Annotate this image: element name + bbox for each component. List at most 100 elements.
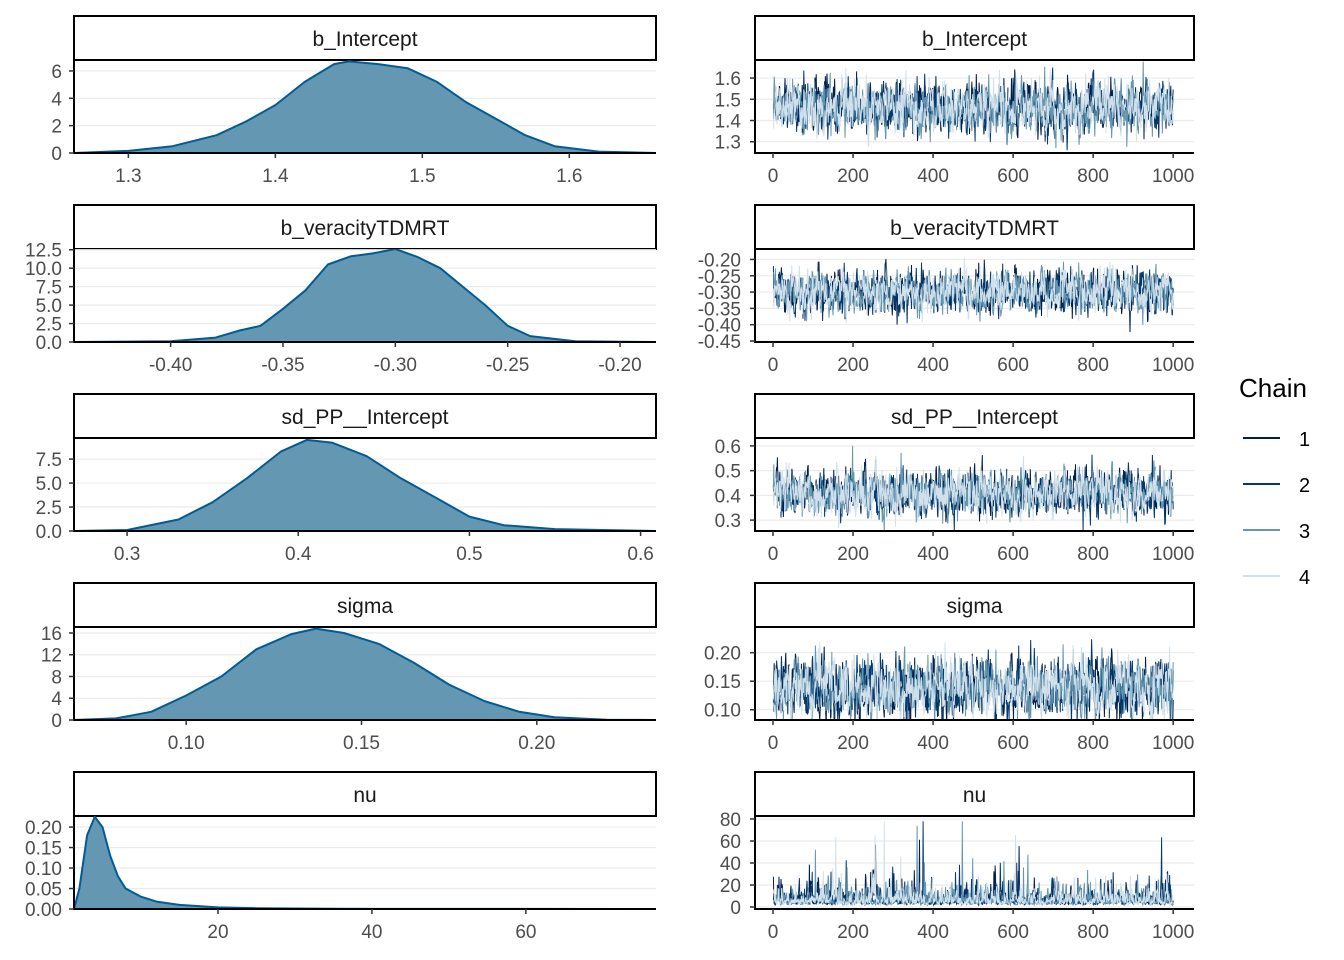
trace-line-chain-4 [772, 821, 1174, 907]
y-tick-label: 10.0 [25, 259, 62, 280]
strip-title: b_Intercept [922, 28, 1027, 51]
x-tick-label: 600 [997, 544, 1029, 565]
x-tick-label: 1000 [1152, 733, 1194, 754]
x-tick-label: 0 [768, 733, 779, 754]
x-tick-label: 200 [837, 544, 869, 565]
density-line [74, 816, 656, 909]
density-area [74, 61, 656, 153]
strip-title: nu [963, 784, 986, 807]
x-tick-label: 800 [1077, 166, 1109, 187]
x-tick-label: 1.4 [262, 166, 289, 187]
x-tick-label: 800 [1077, 922, 1109, 943]
y-tick-label: 5.0 [36, 296, 62, 317]
x-tick-label: 1000 [1152, 544, 1194, 565]
density-line [74, 438, 656, 531]
y-tick-label: 4 [51, 689, 62, 710]
y-tick-label: 20 [720, 876, 741, 897]
x-tick-label: 800 [1077, 544, 1109, 565]
x-tick-label: -0.35 [261, 355, 304, 376]
y-tick-label: 0.10 [25, 859, 62, 880]
strip [73, 393, 657, 439]
x-tick-label: 600 [997, 166, 1029, 187]
x-tick-label: -0.25 [486, 355, 529, 376]
strip-title: sd_PP__Intercept [282, 406, 449, 429]
x-tick-label: 1000 [1152, 166, 1194, 187]
y-tick-label: 40 [720, 854, 741, 875]
x-tick-label: 600 [997, 355, 1029, 376]
density-area [74, 628, 656, 720]
y-tick-label: 16 [41, 624, 62, 645]
density-panel: b_veracityTDMRT -0.40 -0.35 -0.30 -0.25 -0.20… [25, 204, 657, 376]
x-tick-label: 0 [768, 544, 779, 565]
y-tick-label: -0.20 [698, 250, 741, 271]
density-panel: sd_PP__Intercept 0.3 0.4 0.5 0.6 0.0 2.5 5.0 7.5 [36, 393, 657, 565]
y-tick-label: 0.0 [36, 333, 62, 354]
x-tick-label: 1.5 [409, 166, 435, 187]
legend-item-chain-1: 1 [1243, 429, 1310, 451]
strip [754, 582, 1195, 628]
x-tick-label: 400 [917, 544, 949, 565]
y-tick-label: 1.6 [715, 69, 741, 90]
density-area [74, 439, 656, 531]
y-tick-label: 8 [51, 667, 62, 688]
x-tick-label: 0 [768, 166, 779, 187]
y-tick-label: 0 [51, 144, 62, 165]
x-tick-label: 1000 [1152, 355, 1194, 376]
y-tick-label: 6 [51, 62, 62, 83]
y-tick-label: 12 [41, 646, 62, 667]
y-tick-label: -0.45 [698, 332, 741, 353]
x-tick-label: 0 [768, 922, 779, 943]
strip [73, 15, 657, 61]
x-tick-label: 200 [837, 166, 869, 187]
y-tick-label: -0.35 [698, 299, 741, 320]
legend-label: 3 [1299, 521, 1310, 543]
y-tick-label: 0 [730, 898, 741, 919]
y-tick-label: 0.15 [704, 672, 741, 693]
x-tick-label: 800 [1077, 355, 1109, 376]
x-tick-label: 1.6 [556, 166, 582, 187]
x-tick-label: 40 [361, 922, 382, 943]
y-tick-label: 0.05 [25, 880, 62, 901]
y-tick-label: 1.5 [715, 90, 741, 111]
trace-panel: sd_PP__Intercept 0 200 400 600 800 1000 0.3 0.4 0… [715, 393, 1195, 565]
y-tick-label: 5.0 [36, 474, 62, 495]
strip [73, 204, 657, 250]
legend-label: 2 [1299, 475, 1310, 497]
strip-title: sd_PP__Intercept [891, 406, 1058, 429]
trace-line-chain-4 [772, 641, 1174, 720]
strip-title: b_Intercept [312, 28, 417, 51]
x-tick-label: 400 [917, 733, 949, 754]
y-tick-label: 2.5 [36, 498, 62, 519]
strip-title: nu [353, 784, 376, 807]
trace-line-chain-4 [772, 257, 1174, 324]
y-tick-label: 1.3 [715, 133, 741, 154]
trace-panel: sigma 0 200 400 600 800 1000 0.10 0.15 0.20 [704, 582, 1195, 754]
x-tick-label: 0.5 [456, 544, 482, 565]
strip-title: sigma [946, 595, 1002, 618]
x-tick-label: 1000 [1152, 922, 1194, 943]
strip [73, 582, 657, 628]
density-panel: b_Intercept 1.3 1.4 1.5 1.6 0 2 4 6 [51, 15, 657, 187]
density-area [74, 816, 656, 909]
strip [754, 393, 1195, 439]
x-tick-label: 200 [837, 355, 869, 376]
y-tick-label: 0.20 [25, 818, 62, 839]
trace-panel: b_Intercept 0 200 400 600 800 1000 1.31.41.51.6 [715, 15, 1195, 187]
x-tick-label: 60 [515, 922, 536, 943]
y-tick-label: 0.15 [25, 839, 62, 860]
x-tick-label: -0.20 [598, 355, 641, 376]
y-tick-label: 0.3 [715, 511, 741, 532]
legend-item-chain-4: 4 [1243, 567, 1310, 589]
trace-line-chain-4 [772, 455, 1174, 529]
x-tick-label: 600 [997, 733, 1029, 754]
x-tick-label: 1.3 [115, 166, 141, 187]
y-tick-label: 2.5 [36, 315, 62, 336]
x-tick-label: -0.30 [374, 355, 417, 376]
y-tick-label: 80 [720, 810, 741, 831]
y-tick-label: 0 [51, 711, 62, 732]
x-tick-label: 0 [768, 355, 779, 376]
legend-item-chain-2: 2 [1243, 475, 1310, 497]
